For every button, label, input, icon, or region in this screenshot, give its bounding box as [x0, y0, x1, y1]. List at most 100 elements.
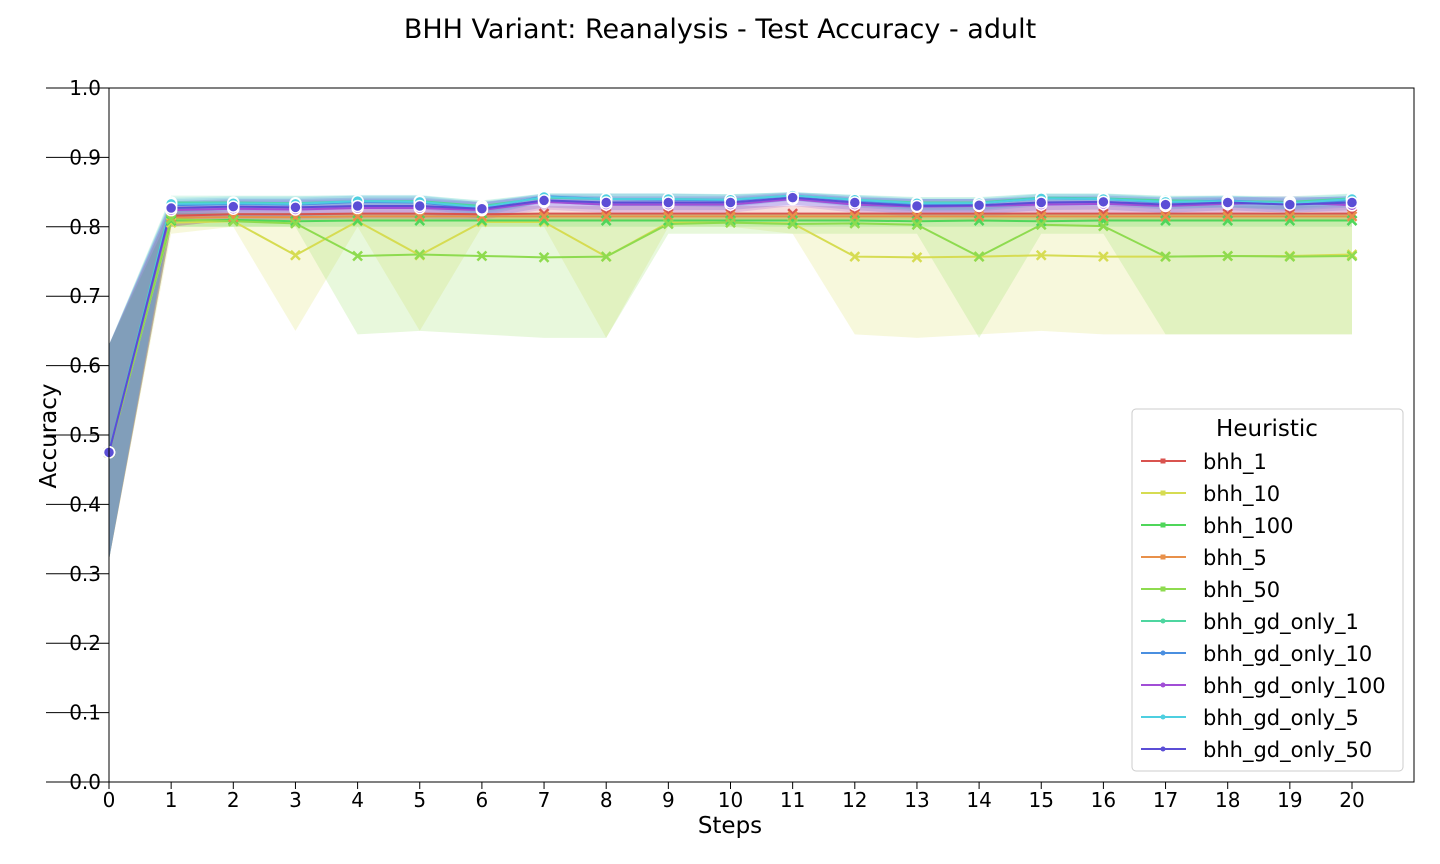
point-bhh_gd_only_50: [1097, 195, 1110, 209]
point-bhh_50: [290, 217, 301, 229]
point-bhh_50: [1222, 250, 1234, 262]
legend-marker: [1160, 554, 1166, 560]
x-tick-label: 15: [1029, 788, 1054, 812]
point-bhh_100: [1222, 215, 1234, 226]
legend-marker: [1160, 746, 1166, 752]
point-bhh_100: [973, 215, 985, 226]
legend-label: bhh_10: [1203, 482, 1280, 507]
point-bhh_50: [165, 213, 177, 225]
x-tick-label: 1: [165, 788, 178, 812]
legend-marker: [1160, 490, 1166, 496]
point-bhh_10: [1098, 251, 1109, 263]
confidence-bands: [109, 192, 1352, 560]
point-bhh_gd_only_50: [724, 196, 737, 209]
point-bhh_50: [973, 251, 985, 263]
x-tick-label: 12: [842, 788, 867, 812]
y-axis-label: Accuracy: [36, 383, 62, 488]
x-tick-label: 7: [538, 788, 551, 812]
legend-marker: [1160, 522, 1166, 528]
point-bhh_100: [725, 215, 736, 226]
x-tick-label: 16: [1091, 788, 1116, 812]
x-axis-label: Steps: [698, 813, 762, 839]
legend-marker: [1160, 650, 1166, 656]
point-bhh_5: [538, 211, 550, 222]
legend-item: bhh_1: [1141, 450, 1267, 475]
legend-label: bhh_gd_only_100: [1203, 674, 1386, 699]
point-bhh_gd_only_50: [786, 191, 799, 204]
legend-item: bhh_10: [1141, 482, 1280, 507]
point-bhh_50: [1346, 250, 1358, 262]
point-bhh_5: [1098, 211, 1109, 222]
point-bhh_100: [290, 215, 301, 227]
x-tick-label: 10: [718, 788, 743, 812]
point-bhh_100: [414, 215, 426, 226]
point-bhh_5: [1222, 211, 1234, 222]
x-tick-label: 6: [476, 788, 489, 812]
point-bhh_100: [1346, 215, 1358, 226]
point-bhh_100: [352, 215, 363, 226]
legend-marker: [1160, 586, 1166, 592]
band-bhh_50: [109, 212, 1352, 560]
point-bhh_5: [911, 211, 923, 222]
point-bhh_5: [973, 211, 985, 222]
point-bhh_50: [849, 217, 861, 229]
point-bhh_10: [1035, 249, 1047, 261]
point-bhh_50: [538, 251, 550, 263]
point-bhh_100: [476, 215, 488, 226]
y-tick-label: 0.6: [69, 354, 101, 378]
point-bhh_5: [1284, 211, 1296, 222]
y-tick-label: 0.4: [69, 492, 101, 516]
point-bhh_5: [1035, 211, 1047, 222]
y-axis: 0.0 0.1 0.2 0.3 0.4 0.5 0.6 0.7 0.8 0.9 1.0: [46, 76, 109, 794]
point-bhh_100: [1284, 215, 1296, 226]
point-bhh_100: [849, 215, 861, 226]
x-tick-label: 14: [966, 788, 991, 812]
x-tick-label: 18: [1215, 788, 1240, 812]
point-bhh_50: [227, 215, 239, 227]
point-bhh_gd_only_50: [1035, 196, 1048, 209]
point-bhh_100: [538, 215, 550, 226]
chart-title: BHH Variant: Reanalysis - Test Accuracy …: [404, 14, 1036, 45]
legend-item: bhh_5: [1141, 546, 1267, 571]
point-bhh_10: [290, 249, 301, 261]
point-bhh_gd_only_50: [1159, 198, 1172, 211]
point-bhh_5: [1160, 211, 1171, 222]
x-tick-label: 2: [227, 788, 240, 812]
point-bhh_5: [600, 211, 612, 222]
legend-marker: [1160, 682, 1166, 688]
legend-label: bhh_gd_only_5: [1203, 706, 1359, 731]
point-bhh_gd_only_50: [1345, 196, 1359, 209]
point-bhh_gd_only_50: [662, 196, 675, 209]
point-bhh_50: [414, 249, 426, 260]
point-bhh_gd_only_50: [413, 199, 426, 213]
point-bhh_gd_only_50: [1221, 196, 1234, 209]
point-bhh_100: [662, 215, 674, 226]
x-tick-label: 8: [600, 788, 613, 812]
point-bhh_gd_only_50: [351, 199, 364, 213]
point-bhh_50: [911, 219, 923, 231]
point-bhh_100: [787, 215, 799, 226]
x-tick-label: 20: [1339, 788, 1364, 812]
legend-label: bhh_1: [1203, 450, 1267, 475]
x-tick-label: 3: [289, 788, 302, 812]
legend-label: bhh_100: [1203, 514, 1294, 539]
point-bhh_gd_only_50: [289, 201, 302, 214]
point-bhh_gd_only_50: [227, 200, 240, 213]
point-bhh_gd_only_50: [599, 196, 613, 209]
point-bhh_gd_only_50: [848, 196, 862, 209]
y-tick-label: 0.1: [69, 701, 101, 725]
point-bhh_50: [725, 217, 736, 229]
x-axis: 0 1 2 3 4 5 6 7 8 9 10 11 12 13 14 15 16 17 18 19 20: [103, 782, 1365, 812]
point-bhh_50: [1098, 220, 1109, 232]
x-tick-label: 17: [1153, 788, 1178, 812]
legend-items: bhh_1 bhh_10 bhh_100 bhh_5 bhh_50 bhh_gd_only…: [1141, 450, 1386, 763]
point-bhh_5: [1346, 211, 1358, 222]
y-tick-label: 0.5: [69, 423, 101, 447]
legend-label: bhh_gd_only_1: [1203, 610, 1359, 635]
y-tick-label: 0.0: [69, 770, 101, 794]
point-bhh_50: [600, 251, 612, 263]
x-tick-label: 0: [103, 788, 116, 812]
point-bhh_50: [476, 250, 488, 262]
point-bhh_50: [1160, 251, 1171, 263]
